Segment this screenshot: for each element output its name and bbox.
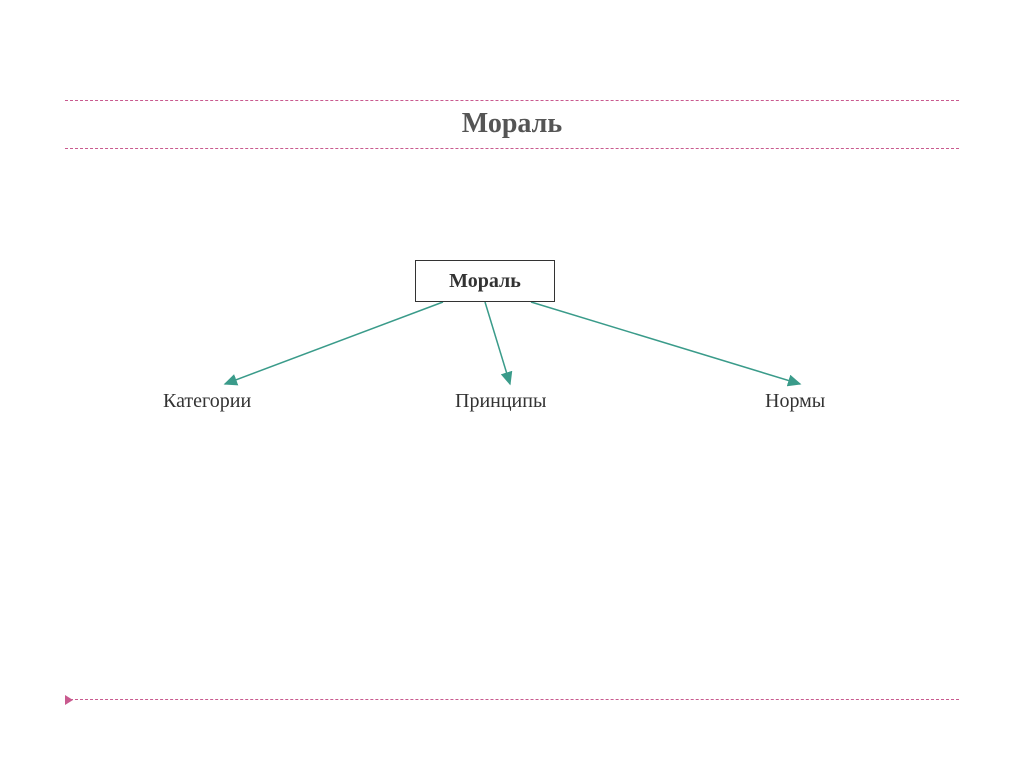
arrow-line — [485, 302, 510, 384]
footer-marker-icon — [65, 695, 73, 705]
slide-title: Мораль — [0, 108, 1024, 140]
root-label: Мораль — [449, 270, 521, 293]
child-node-categories: Категории — [163, 390, 251, 413]
arrow-line — [531, 302, 800, 384]
root-node: Мораль — [415, 260, 555, 302]
slide-container: Мораль Мораль Категории Принципы Нормы — [0, 0, 1024, 767]
child-node-principles: Принципы — [455, 390, 546, 413]
divider-top — [65, 100, 959, 101]
child-node-norms: Нормы — [765, 390, 825, 413]
diagram-area: Мораль Категории Принципы Нормы — [145, 260, 875, 420]
divider-bottom — [65, 148, 959, 149]
footer-divider — [65, 699, 959, 700]
arrow-line — [225, 302, 443, 384]
